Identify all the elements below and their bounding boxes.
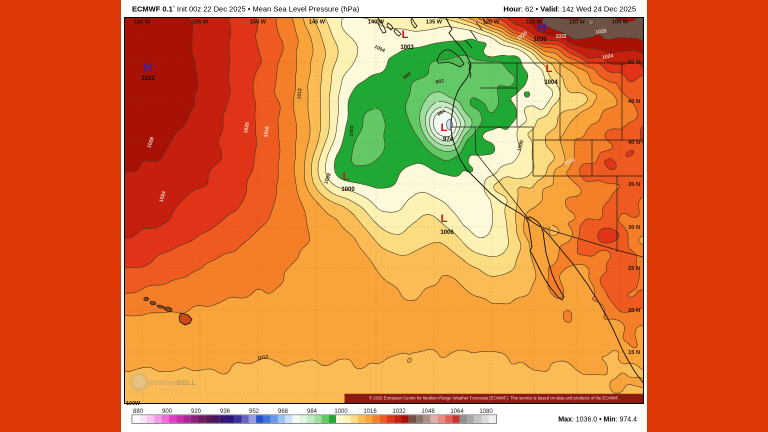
- svg-text:1064: 1064: [450, 409, 464, 415]
- svg-text:900: 900: [162, 409, 173, 415]
- svg-text:135 W: 135 W: [426, 20, 443, 26]
- svg-text:1020: 1020: [243, 122, 251, 134]
- svg-text:1000: 1000: [334, 409, 348, 415]
- svg-text:974: 974: [443, 137, 454, 143]
- svg-text:© 2025 European Centre for Med: © 2025 European Centre for Medium-Range …: [369, 396, 619, 401]
- svg-text:L: L: [441, 122, 448, 134]
- svg-text:160 W: 160 W: [134, 20, 151, 26]
- svg-text:Max: 1036.0 • Min: 974.4: Max: 1036.0 • Min: 974.4: [558, 417, 637, 424]
- svg-text:992: 992: [435, 78, 444, 85]
- svg-text:984: 984: [436, 108, 446, 117]
- svg-text:1032: 1032: [141, 76, 155, 82]
- svg-text:1024: 1024: [563, 157, 576, 167]
- svg-text:H: H: [538, 22, 546, 34]
- svg-text:1003: 1003: [400, 45, 414, 51]
- svg-text:115 W: 115 W: [526, 20, 543, 26]
- svg-text:1048: 1048: [421, 409, 435, 415]
- svg-text:1020: 1020: [516, 30, 529, 42]
- svg-text:1080: 1080: [479, 409, 493, 415]
- svg-text:140 W: 140 W: [368, 20, 385, 26]
- svg-text:120 W: 120 W: [483, 20, 500, 26]
- svg-text:45 N: 45 N: [628, 99, 640, 105]
- svg-text:952: 952: [249, 409, 260, 415]
- svg-text:1032: 1032: [392, 409, 406, 415]
- svg-text:1028: 1028: [146, 136, 155, 149]
- svg-text:1004: 1004: [373, 44, 386, 54]
- svg-text:20 N: 20 N: [628, 308, 640, 314]
- svg-text:35 N: 35 N: [628, 182, 640, 188]
- svg-text:a n a l y t i c s: a n a l y t i c s: [160, 388, 182, 392]
- svg-text:1000: 1000: [341, 187, 355, 193]
- svg-text:L: L: [402, 29, 409, 41]
- svg-text:880: 880: [133, 409, 144, 415]
- svg-text:50 N: 50 N: [628, 60, 640, 66]
- svg-text:920: 920: [191, 409, 202, 415]
- svg-text:1000: 1000: [349, 125, 355, 137]
- svg-text:40 N: 40 N: [628, 140, 640, 146]
- svg-text:30 N: 30 N: [628, 225, 640, 231]
- svg-text:L: L: [546, 63, 553, 75]
- svg-text:1004: 1004: [544, 80, 558, 86]
- svg-text:968: 968: [278, 409, 289, 415]
- svg-text:Hour: 62 • Valid: 14z Wed 24 D: Hour: 62 • Valid: 14z Wed 24 Dec 2025: [503, 5, 636, 14]
- svg-text:1032: 1032: [555, 34, 566, 40]
- svg-text:1006: 1006: [440, 230, 454, 236]
- svg-text:1024: 1024: [602, 53, 614, 61]
- svg-text:1016: 1016: [263, 126, 271, 138]
- svg-text:145 W: 145 W: [309, 20, 326, 26]
- svg-text:105 W: 105 W: [612, 20, 629, 26]
- svg-text:H: H: [144, 62, 152, 74]
- svg-text:150 W: 150 W: [250, 20, 267, 26]
- svg-text:936: 936: [220, 409, 231, 415]
- svg-text:1008: 1008: [323, 172, 333, 185]
- svg-text:1016: 1016: [363, 409, 377, 415]
- svg-text:984: 984: [307, 409, 318, 415]
- svg-text:1000: 1000: [517, 139, 526, 152]
- svg-text:996: 996: [402, 71, 412, 81]
- svg-text:ECMWF 0.1° Init 00z 22 Dec 202: ECMWF 0.1° Init 00z 22 Dec 2025 • Mean S…: [132, 5, 360, 14]
- svg-text:1035: 1035: [533, 37, 547, 43]
- svg-text:1028: 1028: [595, 28, 607, 35]
- svg-text:1012: 1012: [257, 354, 269, 362]
- svg-text:25 N: 25 N: [628, 266, 640, 272]
- svg-text:L: L: [343, 171, 350, 183]
- svg-text:110 W: 110 W: [569, 20, 586, 26]
- svg-text:15 N: 15 N: [628, 350, 640, 356]
- svg-text:WeatherBELL: WeatherBELL: [147, 378, 196, 387]
- svg-text:L: L: [441, 213, 448, 225]
- svg-text:155 W: 155 W: [192, 20, 209, 26]
- svg-text:1012: 1012: [297, 88, 304, 100]
- svg-text:1024: 1024: [159, 190, 168, 203]
